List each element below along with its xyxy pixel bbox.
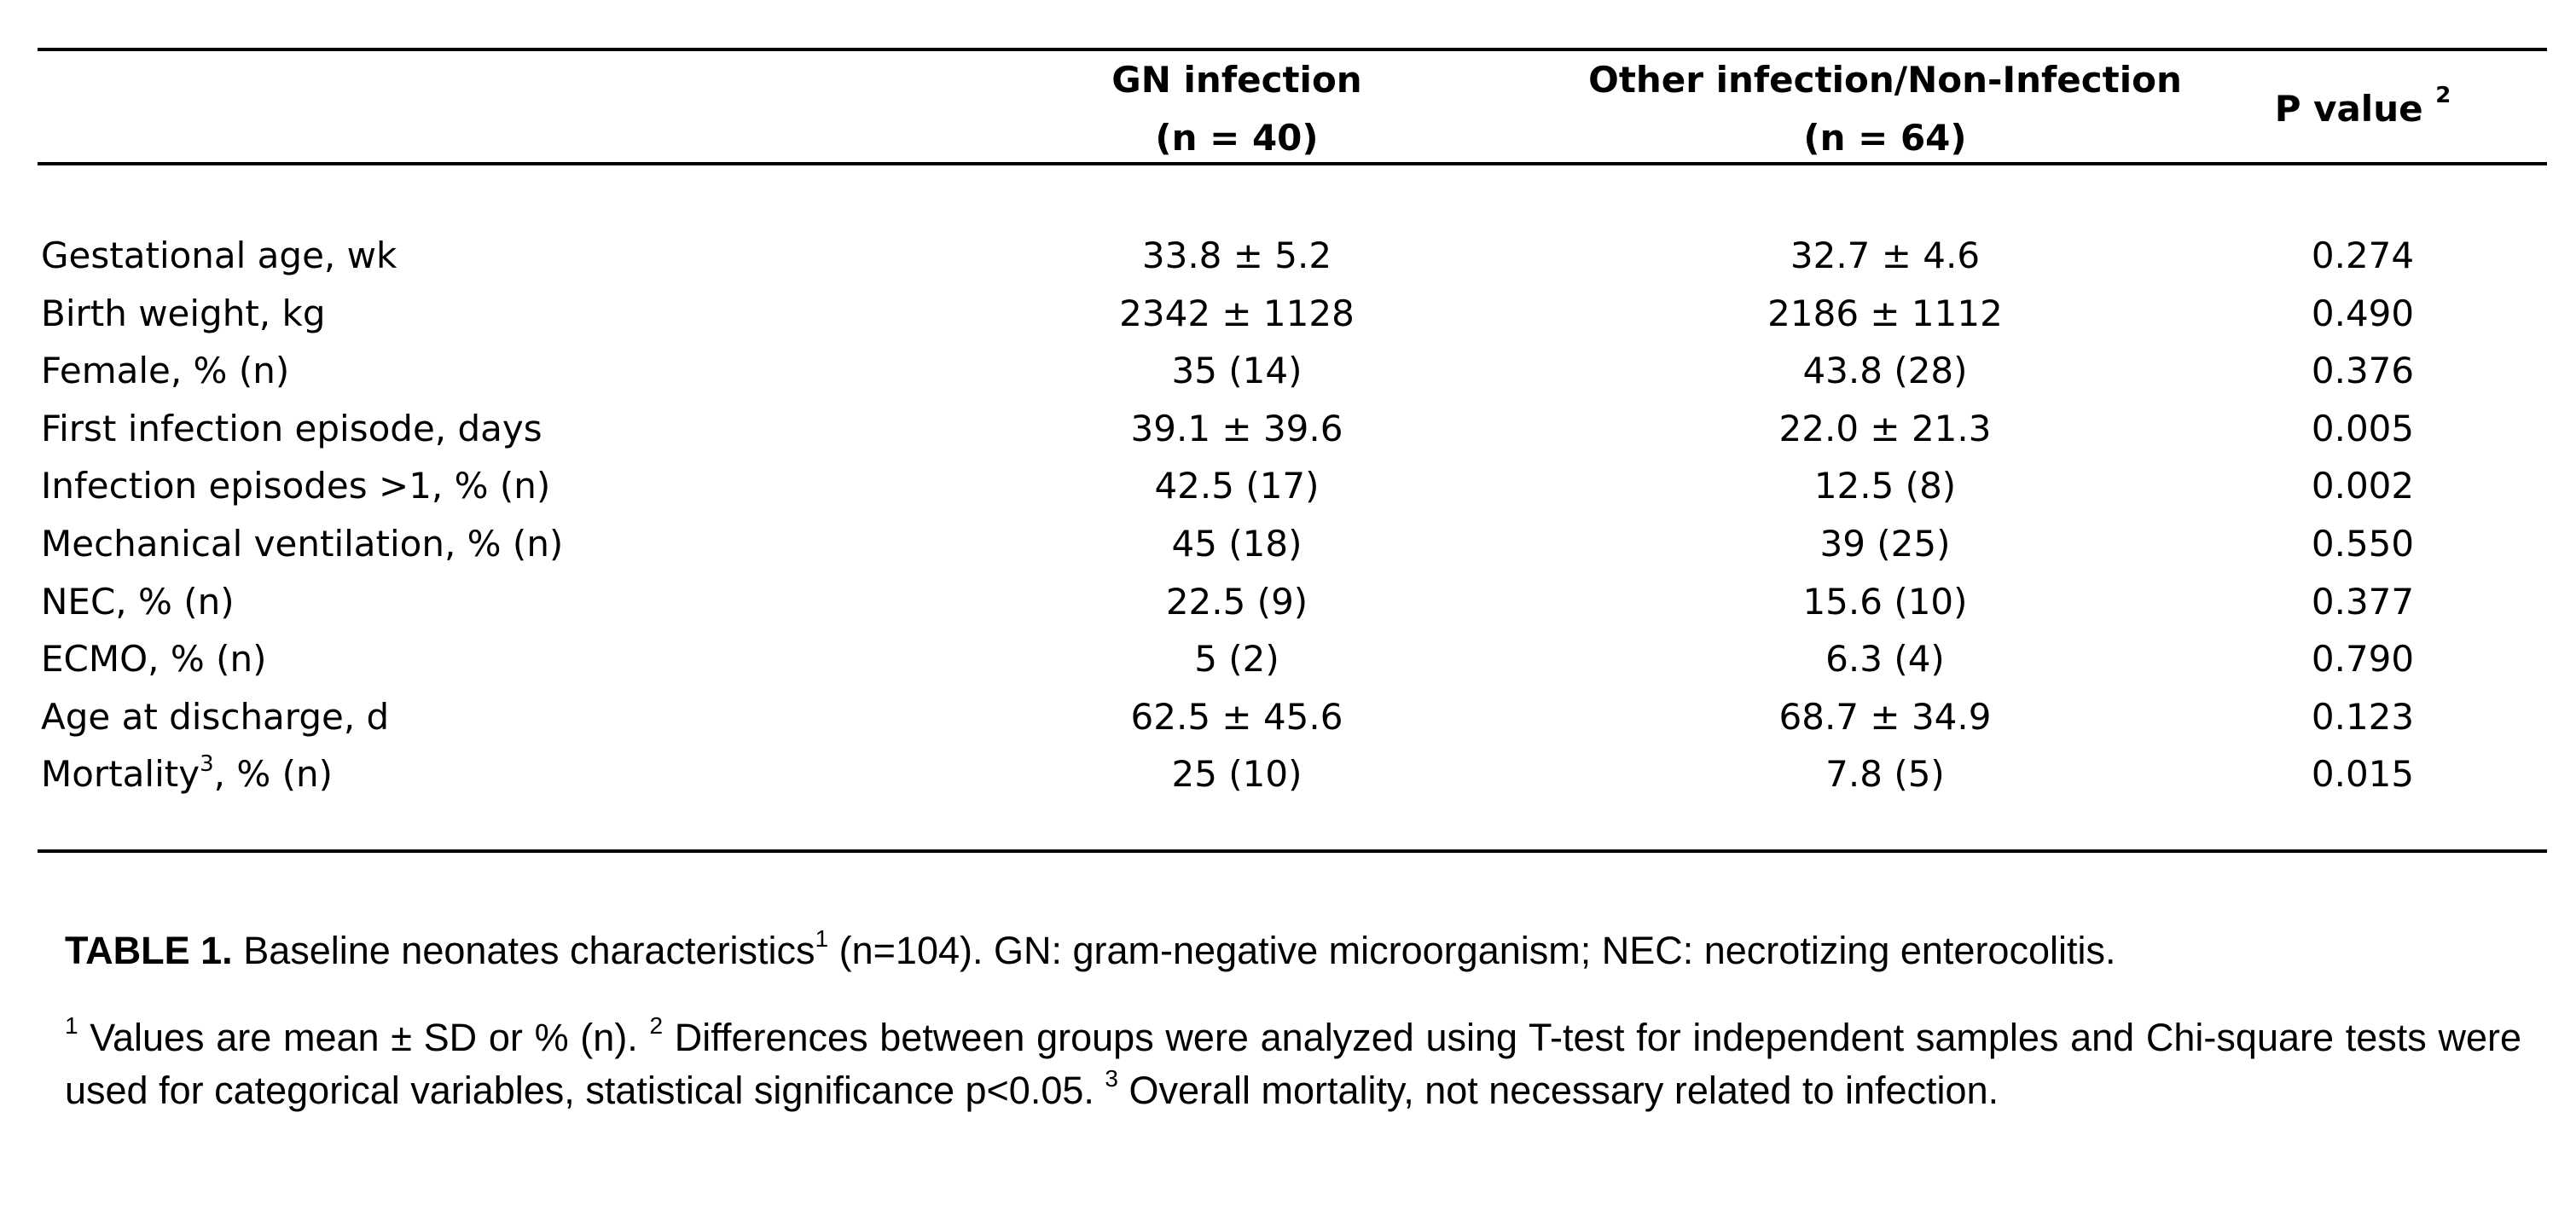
row-label-text: Birth weight, kg bbox=[41, 292, 326, 334]
footnote-text-1: Values are mean ± SD or % (n). bbox=[78, 1016, 650, 1059]
table-row: ECMO, % (n) 5 (2) 6.3 (4) 0.790 bbox=[38, 630, 2547, 688]
table-top-rule bbox=[38, 48, 2547, 51]
cell-p-value: 0.005 bbox=[2311, 407, 2415, 449]
table-row: Mortality3, % (n) 25 (10) 7.8 (5) 0.015 bbox=[38, 745, 2547, 803]
row-label: Birth weight, kg bbox=[41, 285, 325, 343]
column-header-other-title: Other infection/Non-Infection bbox=[1588, 59, 2182, 101]
table-caption: TABLE 1. Baseline neonates characteristi… bbox=[65, 924, 2521, 977]
table-row: Infection episodes >1, % (n) 42.5 (17) 12.… bbox=[38, 457, 2547, 515]
cell-p-value: 0.123 bbox=[2311, 695, 2415, 738]
cell-gn-infection: 2342 ± 1128 bbox=[1119, 292, 1355, 334]
table-body: Gestational age, wk 33.8 ± 5.2 32.7 ± 4.6 0… bbox=[38, 227, 2547, 803]
row-label-text: First infection episode, days bbox=[41, 407, 542, 449]
table-row: Birth weight, kg 2342 ± 1128 2186 ± 1112 0.… bbox=[38, 285, 2547, 343]
table-header-rule bbox=[38, 162, 2547, 165]
row-label-text: Gestational age, wk bbox=[41, 235, 397, 276]
cell-other-infection: 12.5 (8) bbox=[1813, 465, 1957, 507]
table-caption-text-rest: (n=104). GN: gram-negative microorganism… bbox=[828, 929, 2116, 972]
row-label: Mechanical ventilation, % (n) bbox=[41, 515, 563, 573]
row-label-text: Mechanical ventilation, % (n) bbox=[41, 522, 564, 565]
row-label-text: Female, % (n) bbox=[41, 350, 290, 392]
cell-other-infection: 43.8 (28) bbox=[1802, 350, 1968, 392]
column-header-gn-count: (n = 40) bbox=[1155, 117, 1319, 159]
cell-gn-infection: 39.1 ± 39.6 bbox=[1130, 407, 1343, 449]
table-row: Gestational age, wk 33.8 ± 5.2 32.7 ± 4.6 0… bbox=[38, 227, 2547, 285]
table-row: Female, % (n) 35 (14) 43.8 (28) 0.376 bbox=[38, 342, 2547, 400]
row-label-text: Age at discharge, d bbox=[41, 695, 390, 738]
footnote-text-2: Differences between groups were analyzed… bbox=[65, 1016, 2521, 1112]
table-footnotes: 1 Values are mean ± SD or % (n). 2 Diffe… bbox=[65, 1011, 2521, 1117]
row-label: Female, % (n) bbox=[41, 342, 289, 400]
cell-p-value: 0.550 bbox=[2311, 522, 2415, 565]
cell-other-infection: 6.3 (4) bbox=[1825, 638, 1945, 681]
row-label: First infection episode, days bbox=[41, 400, 542, 458]
footnote-text-3: Overall mortality, not necessary related… bbox=[1117, 1069, 1999, 1112]
cell-gn-infection: 35 (14) bbox=[1171, 350, 1303, 392]
row-label-text: Infection episodes >1, % (n) bbox=[41, 465, 551, 507]
table-row: Mechanical ventilation, % (n) 45 (18) 39 (… bbox=[38, 515, 2547, 573]
column-header-p-value: P value 2 bbox=[2218, 80, 2508, 138]
footnote-marker-1: 1 bbox=[65, 1012, 78, 1039]
cell-other-infection: 22.0 ± 21.3 bbox=[1778, 407, 1992, 449]
footnote-marker-3: 3 bbox=[1105, 1065, 1118, 1092]
table-row: Age at discharge, d 62.5 ± 45.6 68.7 ± 34.… bbox=[38, 688, 2547, 746]
table-caption-label: TABLE 1. bbox=[65, 929, 233, 972]
cell-gn-infection: 45 (18) bbox=[1171, 522, 1303, 565]
cell-other-infection: 15.6 (10) bbox=[1802, 580, 1968, 623]
column-header-other-count: (n = 64) bbox=[1803, 117, 1967, 159]
table-bottom-rule bbox=[38, 849, 2547, 853]
cell-p-value: 0.790 bbox=[2311, 638, 2415, 681]
row-label-text: ECMO, % (n) bbox=[41, 638, 267, 681]
cell-other-infection: 7.8 (5) bbox=[1825, 753, 1945, 796]
cell-p-value: 0.376 bbox=[2311, 350, 2415, 392]
row-label-text: NEC, % (n) bbox=[41, 580, 235, 623]
row-label: NEC, % (n) bbox=[41, 573, 235, 631]
cell-gn-infection: 25 (10) bbox=[1171, 753, 1303, 796]
cell-other-infection: 39 (25) bbox=[1819, 522, 1951, 565]
cell-p-value: 0.002 bbox=[2311, 465, 2415, 507]
row-label: Infection episodes >1, % (n) bbox=[41, 457, 550, 515]
cell-p-value: 0.377 bbox=[2311, 580, 2415, 623]
table-row: NEC, % (n) 22.5 (9) 15.6 (10) 0.377 bbox=[38, 573, 2547, 631]
cell-gn-infection: 62.5 ± 45.6 bbox=[1130, 695, 1343, 738]
table-caption-text: Baseline neonates characteristics bbox=[232, 929, 815, 972]
column-header-p-label: P value bbox=[2274, 88, 2423, 130]
table-row: First infection episode, days 39.1 ± 39.6… bbox=[38, 400, 2547, 458]
cell-other-infection: 68.7 ± 34.9 bbox=[1778, 695, 1992, 738]
cell-p-value: 0.274 bbox=[2311, 235, 2415, 276]
cell-gn-infection: 5 (2) bbox=[1194, 638, 1279, 681]
footnote-marker-2: 2 bbox=[649, 1012, 664, 1039]
row-label: Age at discharge, d bbox=[41, 688, 389, 746]
cell-p-value: 0.490 bbox=[2311, 292, 2415, 334]
row-label-text-rest: , % (n) bbox=[213, 753, 333, 796]
row-label-text: Mortality bbox=[41, 753, 200, 796]
cell-p-value: 0.015 bbox=[2311, 753, 2415, 796]
row-label: ECMO, % (n) bbox=[41, 630, 267, 688]
column-header-gn-title: GN infection bbox=[1111, 59, 1362, 101]
row-label-footnote-marker: 3 bbox=[200, 751, 214, 778]
cell-gn-infection: 22.5 (9) bbox=[1165, 580, 1308, 623]
column-header-p-footnote-marker: 2 bbox=[2435, 83, 2451, 108]
cell-gn-infection: 33.8 ± 5.2 bbox=[1141, 235, 1332, 276]
row-label: Gestational age, wk bbox=[41, 227, 397, 285]
cell-gn-infection: 42.5 (17) bbox=[1154, 465, 1320, 507]
table-caption-footnote-marker: 1 bbox=[815, 925, 829, 952]
column-header-other-infection: Other infection/Non-Infection (n = 64) bbox=[1544, 51, 2226, 167]
column-header-gn-infection: GN infection (n = 40) bbox=[1024, 51, 1450, 167]
cell-other-infection: 32.7 ± 4.6 bbox=[1790, 235, 1981, 276]
row-label: Mortality3, % (n) bbox=[41, 745, 333, 803]
cell-other-infection: 2186 ± 1112 bbox=[1767, 292, 2003, 334]
